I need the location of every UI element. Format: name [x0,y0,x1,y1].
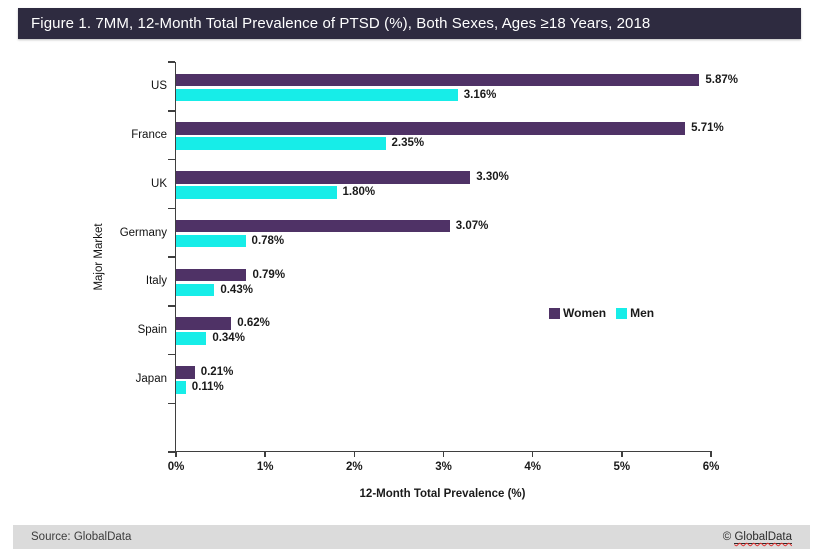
bar-women [176,73,700,86]
bar-women [176,268,247,281]
figure-title: Figure 1. 7MM, 12-Month Total Prevalence… [31,15,651,32]
plot-area: US 5.87% 3.16% France 5.71% 2.35% UK 3.30% 1.80%… [120,61,738,473]
x-tick-label: 0% [167,461,185,473]
legend-swatch-men [616,307,628,319]
bar-men [176,186,337,199]
legend-item-men: Men [616,306,654,320]
bar-value-label: 0.79% [252,268,286,281]
category-label: Germany [119,226,167,239]
legend-label: Men [630,306,655,320]
category-label: Japan [135,372,167,385]
y-axis-tick [168,256,175,258]
bar-value-label: 1.80% [342,186,376,198]
bar-value-label: 3.30% [476,171,509,183]
x-tick-label: 6% [702,461,720,473]
bar-women [176,171,471,184]
bar-men [176,381,186,394]
category-row-france: France 5.71% 2.35% [131,111,724,160]
bar-value-label: 5.87% [705,73,739,86]
bar-value-label: 5.71% [691,122,724,135]
y-axis-tick [168,207,175,209]
y-axis-tick [168,110,175,112]
bar-value-label: 0.43% [220,283,253,296]
y-axis-title: Major Market [93,223,105,291]
category-row-germany: Germany 3.07% 0.78% [120,208,710,257]
x-axis-tick [264,451,266,457]
bar-value-label: 0.11% [191,381,224,393]
x-axis-tick [621,451,623,457]
y-axis-tick [168,158,175,161]
bar-value-label: 3.07% [455,219,489,232]
category-label: UK [151,177,167,190]
bar-value-label: 2.35% [391,137,425,150]
y-axis-tick [168,61,175,63]
x-tick-label: 2% [346,461,363,473]
category-label: US [151,80,167,93]
y-axis-tick [168,305,175,307]
copyright-link[interactable]: GlobalData [734,531,792,544]
y-axis-tick [168,353,175,356]
bar-men [176,88,458,101]
category-label: Spain [137,324,167,337]
bar-value-label: 0.21% [200,366,234,378]
x-axis-tick [710,451,712,457]
category-row-italy: Italy 0.79% 0.43% [146,257,710,306]
bar-value-label: 0.78% [251,234,285,247]
figure-title-bar: Figure 1. 7MM, 12-Month Total Prevalence… [18,8,801,39]
source-text: Source: GlobalData [31,531,132,543]
legend: Women Men [549,306,654,320]
copyright-symbol: © [722,531,732,543]
bar-women [176,122,686,135]
legend-item-women: Women [549,306,606,320]
x-tick-label: 5% [613,461,631,473]
y-axis-tick [168,402,175,404]
category-row-uk: UK 3.30% 1.80% [151,160,710,209]
bar-men [176,137,386,150]
category-label: Italy [145,275,167,288]
y-axis-tick [168,451,175,453]
category-row-us: US 5.87% 3.16% [151,62,738,111]
bar-women [176,317,232,330]
category-row-japan: Japan 0.21% 0.11% [136,355,710,404]
bar-value-label: 0.34% [212,332,245,345]
x-tick-label: 4% [524,461,541,473]
chart: Major Market US 5.87% 3.16% France 5.71% 2.35… [93,61,738,500]
bar-value-label: 3.16% [463,88,497,101]
category-label: France [131,129,167,142]
x-tick-label: 3% [435,461,452,473]
bar-men [176,234,246,248]
bar-women [176,366,195,379]
footer-bar: Source: GlobalData © GlobalData [13,525,810,549]
bar-men [176,283,215,296]
bar-men [176,332,207,345]
x-axis-tick [353,451,356,457]
x-tick-label: 1% [256,461,274,473]
x-axis-tick [531,451,534,457]
bar-women [176,219,450,233]
category-row-spain: Spain 0.62% 0.34% [138,306,710,355]
bar-value-label: 0.62% [237,317,270,330]
x-axis-title: 12-Month Total Prevalence (%) [359,488,526,500]
copyright-text: © GlobalData [722,531,792,544]
legend-swatch-women [549,307,560,319]
x-axis-tick [175,451,177,457]
legend-label: Women [563,306,607,320]
x-axis-tick [442,451,445,457]
